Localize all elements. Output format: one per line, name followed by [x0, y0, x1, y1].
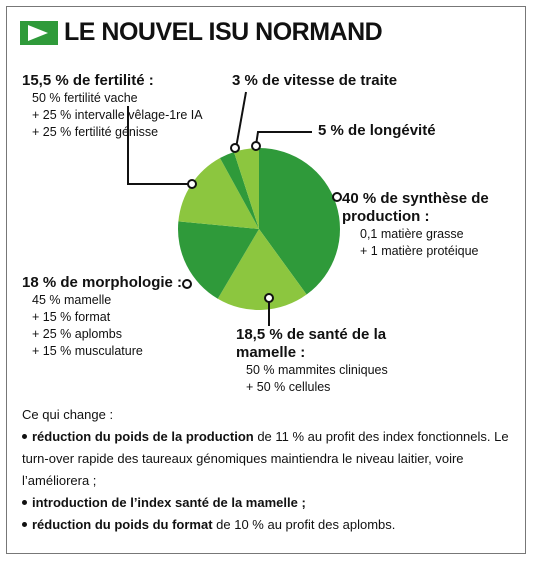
- slice-detail: + 1 matière protéique: [360, 244, 479, 258]
- slice-heading: 15,5 % de fertilité :: [22, 72, 222, 90]
- pie-slice: [178, 158, 259, 229]
- slice-category: de synthèse de production :: [342, 190, 489, 225]
- bullet-bold: réduction du poids de la production: [32, 429, 254, 444]
- slice-heading: 3 % de vitesse de traite: [232, 72, 452, 90]
- slice-detail: 50 % mammites cliniques: [246, 363, 388, 377]
- leader-dots: [182, 141, 342, 303]
- slice-label: 15,5 % de fertilité :50 % fertilité vach…: [22, 72, 222, 141]
- slice-detail: + 50 % cellules: [246, 380, 331, 394]
- slice-detail: + 25 % aplombs: [32, 327, 122, 341]
- slice-value-label: 3 %: [232, 72, 258, 89]
- slice-value-label: 5 %: [318, 122, 344, 139]
- slice-label: 5 % de longévité: [318, 122, 518, 140]
- footer-heading: Ce qui change :: [22, 407, 114, 422]
- slice-category: de longévité: [348, 122, 436, 139]
- slice-category: de santé de la mamelle :: [236, 326, 387, 361]
- title: LE NOUVEL ISU NORMAND: [64, 18, 383, 46]
- slice-detail: 50 % fertilité vache: [32, 91, 138, 105]
- pie-slice: [259, 148, 340, 295]
- bullet-bold: introduction de l’index santé de la mame…: [32, 495, 306, 510]
- slice-category: de fertilité :: [72, 72, 154, 89]
- slice-category: de morphologie :: [60, 274, 183, 291]
- pie-slice: [233, 148, 259, 229]
- slice-label: 3 % de vitesse de traite: [232, 72, 452, 90]
- pie-slice: [177, 221, 259, 299]
- slice-heading: 5 % de longévité: [318, 122, 518, 140]
- footer: Ce qui change : réduction du poids de la …: [22, 404, 518, 536]
- title-icon-arrow: [28, 25, 48, 41]
- slice-detail: + 25 % intervalle vêlage-1re IA: [32, 108, 203, 122]
- slice-detail: + 15 % format: [32, 310, 111, 324]
- slice-heading: 40 % de synthèse de production :: [342, 190, 522, 226]
- slice-heading: 18 % de morphologie :: [22, 274, 222, 292]
- bullet-bold: réduction du poids du format: [32, 517, 213, 532]
- slice-detail: 0,1 matière grasse: [360, 227, 464, 241]
- bullet-text: de 11 % au profit des index fonctionnels…: [22, 429, 509, 488]
- footer-bullet: introduction de l’index santé de la mame…: [22, 492, 518, 514]
- slice-heading: 18,5 % de santé de la mamelle :: [236, 326, 436, 362]
- slice-value-label: 18 %: [22, 274, 57, 291]
- slice-category: de vitesse de traite: [262, 72, 398, 89]
- footer-bullet: réduction du poids de la production de 1…: [22, 426, 518, 492]
- bullet-dot: [22, 434, 27, 440]
- slice-detail: + 15 % musculature: [32, 344, 143, 358]
- leader-lines: [127, 91, 312, 326]
- pie-slice: [217, 229, 307, 310]
- slice-value-label: 18,5 %: [236, 326, 283, 343]
- slice-label: 18 % de morphologie :45 % mamelle + 15 % …: [22, 274, 222, 360]
- slice-value-label: 15,5 %: [22, 72, 69, 89]
- bullet-dot: [22, 522, 27, 528]
- slice-detail: + 25 % fertilité génisse: [32, 125, 159, 139]
- slice-label: 18,5 % de santé de la mamelle :50 % mamm…: [236, 326, 436, 396]
- slice-label: 40 % de synthèse de production :0,1 mati…: [342, 190, 522, 260]
- pie-slice: [219, 151, 259, 229]
- slice-value-label: 40 %: [342, 190, 377, 207]
- slice-detail: 45 % mamelle: [32, 293, 112, 307]
- bullet-dot: [22, 500, 27, 506]
- frame: [6, 6, 526, 554]
- footer-bullet: réduction du poids du format de 10 % au …: [22, 514, 518, 536]
- bullet-text: de 10 % au profit des aplombs.: [212, 517, 396, 532]
